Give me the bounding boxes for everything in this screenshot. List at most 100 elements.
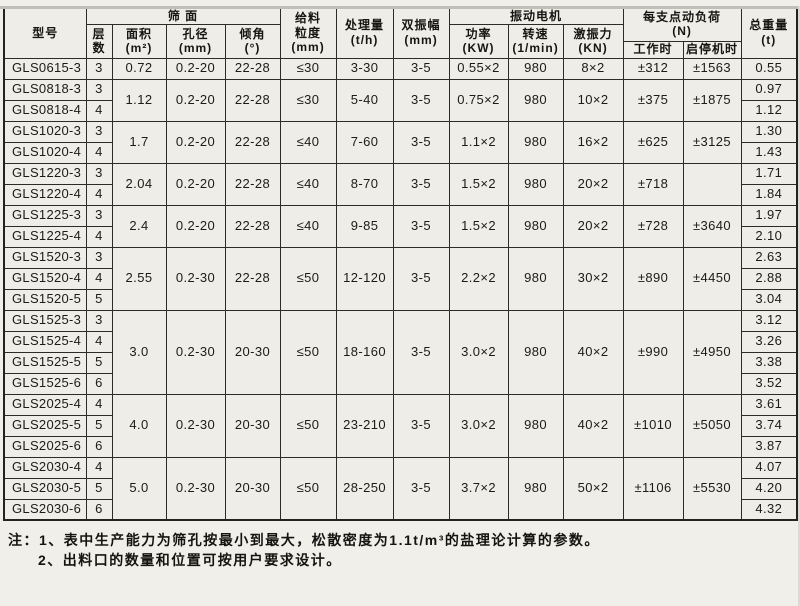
cell-incline: 20-30 <box>224 309 281 395</box>
cell-area: 1.7 <box>111 120 167 164</box>
cell-load-startup: ±1563 <box>682 57 742 80</box>
cell-weight: 1.30 <box>740 120 798 143</box>
cell-weight: 1.84 <box>740 183 798 206</box>
cell-incline: 20-30 <box>224 393 281 458</box>
cell-load-startup: ±3125 <box>682 120 742 164</box>
cell-model: GLS2030-4 <box>3 456 87 479</box>
note-1-text: 1、表中生产能力为筛孔按最小到最大，松散密度为1.1t/m³的盐理论计算的参数。 <box>39 532 600 548</box>
cell-layers: 5 <box>85 414 113 437</box>
table-row: GLS1525-6 6 3.52 <box>3 372 798 395</box>
cell-amplitude: 3-5 <box>392 393 450 458</box>
cell-incline: 22-28 <box>224 204 281 248</box>
header-row-2: 层 数 面积 (m²) 孔径 (mm) 倾角 (°) 功率 (KW) 转速 (1… <box>4 23 797 59</box>
cell-power: 3.7×2 <box>448 456 509 521</box>
cell-model: GLS1525-3 <box>3 309 87 332</box>
cell-speed: 980 <box>507 309 564 395</box>
cell-force: 16×2 <box>562 120 624 164</box>
cell-force: 10×2 <box>562 78 624 122</box>
cell-layers: 3 <box>85 57 113 80</box>
cell-force: 30×2 <box>562 246 624 311</box>
table-row: GLS2025-5 5 3.74 <box>3 414 798 437</box>
table-row: GLS1525-4 4 3.26 <box>3 330 798 353</box>
table-row: GLS1020-3 3 1.7 0.2-20 22-28 ≤40 7-60 3-… <box>3 120 798 164</box>
cell-power: 1.5×2 <box>448 204 509 248</box>
cell-layers: 5 <box>85 288 113 311</box>
cell-model: GLS2025-5 <box>3 414 87 437</box>
header-load-startup: 启停机时 <box>682 40 742 59</box>
cell-model: GLS1020-4 <box>3 141 87 164</box>
cell-incline: 22-28 <box>224 120 281 164</box>
cell-area: 0.72 <box>111 57 167 80</box>
cell-load-startup: ±5530 <box>682 456 742 521</box>
note-line-1: 注：1、表中生产能力为筛孔按最小到最大，松散密度为1.1t/m³的盐理论计算的参… <box>8 530 800 550</box>
table-row: GLS0818-3 3 1.12 0.2-20 22-28 ≤30 5-40 3… <box>3 78 798 122</box>
cell-force: 50×2 <box>562 456 624 521</box>
cell-model: GLS0818-4 <box>3 99 87 122</box>
cell-speed: 980 <box>507 162 564 206</box>
cell-layers: 3 <box>85 78 113 101</box>
cell-load-working: ±890 <box>622 246 684 311</box>
cell-layers: 6 <box>85 435 113 458</box>
header-load-group: 每支点动负荷 (N) <box>622 6 742 42</box>
cell-load-working: ±375 <box>622 78 684 122</box>
cell-model: GLS1225-4 <box>3 225 87 248</box>
cell-layers: 4 <box>85 456 113 479</box>
cell-weight: 4.07 <box>740 456 798 479</box>
cell-load-working: ±1106 <box>622 456 684 521</box>
cell-force: 40×2 <box>562 393 624 458</box>
cell-layers: 4 <box>85 393 113 416</box>
cell-capacity: 23-210 <box>335 393 394 458</box>
notes-prefix: 注： <box>8 532 39 548</box>
cell-force: 20×2 <box>562 204 624 248</box>
cell-speed: 980 <box>507 204 564 248</box>
cell-aperture: 0.2-20 <box>165 57 226 80</box>
cell-weight: 3.52 <box>740 372 798 395</box>
cell-incline: 22-28 <box>224 246 281 311</box>
cell-power: 3.0×2 <box>448 309 509 395</box>
cell-weight: 4.32 <box>740 498 798 521</box>
cell-amplitude: 3-5 <box>392 162 450 206</box>
cell-capacity: 28-250 <box>335 456 394 521</box>
cell-speed: 980 <box>507 246 564 311</box>
table-row: GLS1520-5 5 3.04 <box>3 288 798 311</box>
cell-model: GLS1520-3 <box>3 246 87 269</box>
cell-amplitude: 3-5 <box>392 246 450 311</box>
cell-model: GLS2025-4 <box>3 393 87 416</box>
cell-aperture: 0.2-30 <box>165 309 226 395</box>
cell-model: GLS1520-5 <box>3 288 87 311</box>
cell-amplitude: 3-5 <box>392 57 450 80</box>
cell-amplitude: 3-5 <box>392 204 450 248</box>
cell-load-working: ±625 <box>622 120 684 164</box>
cell-area: 2.04 <box>111 162 167 206</box>
cell-incline: 22-28 <box>224 162 281 206</box>
header-screen-group: 筛 面 <box>85 6 281 25</box>
cell-capacity: 18-160 <box>335 309 394 395</box>
cell-load-startup: ±3640 <box>682 204 742 248</box>
cell-speed: 980 <box>507 78 564 122</box>
cell-layers: 4 <box>85 183 113 206</box>
cell-weight: 3.87 <box>740 435 798 458</box>
table-row: GLS1520-3 3 2.55 0.2-30 22-28 ≤50 12-120… <box>3 246 798 311</box>
cell-model: GLS1225-3 <box>3 204 87 227</box>
table-row: GLS1220-3 3 2.04 0.2-20 22-28 ≤40 8-70 3… <box>3 162 798 206</box>
cell-load-startup: ±4950 <box>682 309 742 395</box>
header-incline: 倾角 (°) <box>224 23 281 59</box>
cell-amplitude: 3-5 <box>392 78 450 122</box>
cell-capacity: 12-120 <box>335 246 394 311</box>
cell-power: 0.75×2 <box>448 78 509 122</box>
cell-load-working: ±312 <box>622 57 684 80</box>
cell-model: GLS1525-5 <box>3 351 87 374</box>
header-motor-group: 振动电机 <box>448 6 624 25</box>
cell-feed: ≤50 <box>279 309 337 395</box>
table-row: GLS1220-4 4 1.84 <box>3 183 798 206</box>
cell-force: 40×2 <box>562 309 624 395</box>
header-amplitude: 双振幅 (mm) <box>392 6 450 59</box>
table-row: GLS1225-3 3 2.4 0.2-20 22-28 ≤40 9-85 3-… <box>3 204 798 248</box>
cell-area: 1.12 <box>111 78 167 122</box>
cell-power: 3.0×2 <box>448 393 509 458</box>
cell-amplitude: 3-5 <box>392 120 450 164</box>
note-2-text: 2、出料口的数量和位置可按用户要求设计。 <box>38 552 342 569</box>
table-row: GLS2030-5 5 4.20 <box>3 477 798 500</box>
cell-load-startup: ±5050 <box>682 393 742 458</box>
header-area: 面积 (m²) <box>111 23 167 59</box>
